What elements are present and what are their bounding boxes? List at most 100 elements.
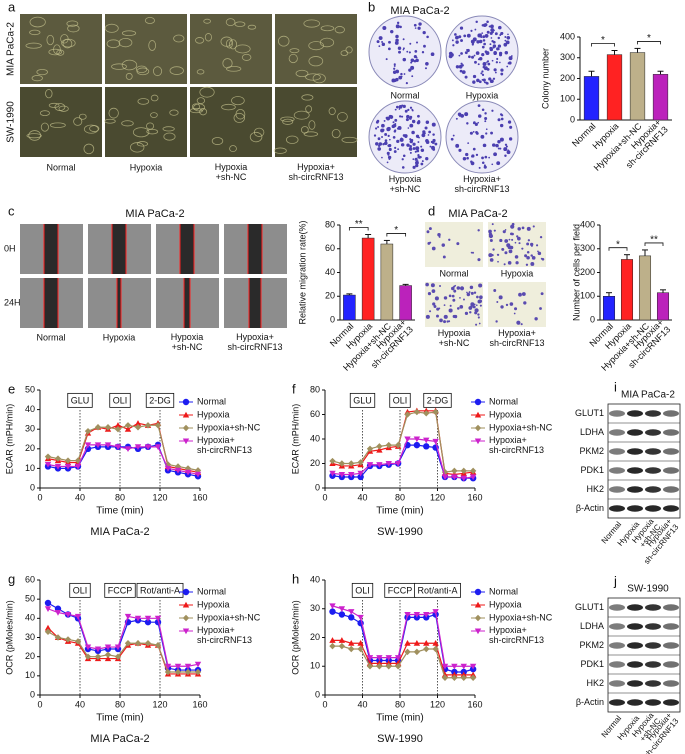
data-point — [423, 437, 430, 444]
data-point — [404, 640, 411, 646]
legend-label: Hypoxia — [489, 599, 522, 609]
data-point — [385, 655, 392, 661]
colony — [481, 108, 485, 112]
colony — [509, 125, 513, 129]
label-line: +sh-NC — [172, 342, 203, 352]
data-point — [124, 640, 132, 647]
label-line: sh-circRNF13 — [197, 635, 252, 645]
colony — [504, 36, 507, 38]
annotation-box — [136, 582, 184, 598]
annotation-box — [69, 582, 91, 598]
cell — [479, 304, 482, 307]
colony — [496, 47, 500, 51]
legend-marker — [182, 438, 190, 445]
cell — [439, 285, 441, 287]
label-line: Hypoxia+ — [489, 435, 527, 445]
colony — [421, 160, 424, 163]
legend-label: Normal — [197, 586, 226, 596]
cell — [136, 67, 150, 76]
cell — [530, 242, 534, 247]
cell — [40, 122, 49, 132]
colony — [401, 166, 405, 169]
label-line: sh-circRNF13 — [227, 342, 282, 352]
cell — [426, 230, 430, 234]
cell — [169, 66, 184, 75]
colony — [393, 65, 396, 67]
colony — [480, 36, 483, 39]
x-axis-label: Time (min) — [376, 506, 423, 517]
data-point — [357, 640, 364, 646]
bar — [399, 285, 412, 321]
cell — [231, 96, 245, 106]
colony — [419, 156, 422, 159]
band — [645, 604, 661, 611]
colony — [489, 47, 494, 52]
data-point — [385, 441, 392, 449]
colony — [499, 137, 504, 142]
y-axis-label: OCR (pMoles/min) — [4, 600, 14, 675]
colony — [467, 142, 470, 144]
data-point — [432, 609, 439, 615]
y-tick-label: 30 — [25, 424, 35, 434]
colony — [374, 127, 378, 130]
colony — [407, 127, 410, 129]
cell — [229, 145, 237, 153]
data-point — [404, 411, 411, 418]
colony — [430, 52, 435, 57]
data-point — [329, 457, 336, 465]
colony — [417, 141, 420, 144]
data-point — [124, 422, 132, 429]
cell — [464, 311, 469, 315]
cell — [525, 263, 529, 266]
colony — [507, 120, 512, 124]
cell — [532, 225, 535, 228]
data-point — [144, 422, 152, 429]
band — [645, 505, 661, 512]
data-point — [329, 642, 336, 650]
cell — [132, 127, 150, 138]
cell — [451, 294, 455, 298]
protein-label: LDHA — [580, 427, 604, 437]
wound-gap — [180, 224, 194, 274]
colony — [484, 117, 488, 121]
cell — [479, 295, 483, 300]
colony — [489, 80, 493, 84]
colony — [472, 122, 476, 125]
y-tick-label: 100 — [580, 291, 595, 301]
colony — [494, 71, 497, 74]
x-tick-label: 0 — [322, 492, 327, 502]
series-line — [332, 438, 474, 479]
colony — [378, 36, 383, 40]
colony — [420, 162, 424, 166]
legend-label: Hypoxia — [197, 409, 230, 419]
data-point — [124, 426, 132, 432]
data-point — [404, 436, 411, 443]
colony — [408, 68, 412, 72]
cell — [303, 19, 320, 28]
colony — [413, 23, 417, 27]
cell — [273, 147, 287, 154]
cell — [504, 251, 508, 255]
data-point — [194, 467, 202, 474]
colony — [391, 78, 396, 83]
cell — [225, 18, 236, 26]
colony — [484, 120, 487, 123]
cell — [121, 30, 137, 36]
protein-label: PDK1 — [580, 465, 604, 475]
cell — [541, 257, 545, 261]
cell — [427, 242, 431, 245]
colony — [495, 143, 499, 148]
colony — [400, 75, 403, 78]
band — [609, 505, 625, 512]
colony — [383, 119, 386, 122]
y-tick-label: 200 — [560, 73, 575, 83]
colony — [460, 52, 463, 55]
data-point — [376, 443, 383, 450]
x-tick-label: 40 — [75, 699, 85, 709]
band — [609, 661, 625, 668]
data-point — [469, 474, 477, 481]
bar — [380, 243, 394, 321]
band — [609, 680, 625, 687]
colony — [410, 61, 413, 64]
data-point — [432, 645, 439, 653]
